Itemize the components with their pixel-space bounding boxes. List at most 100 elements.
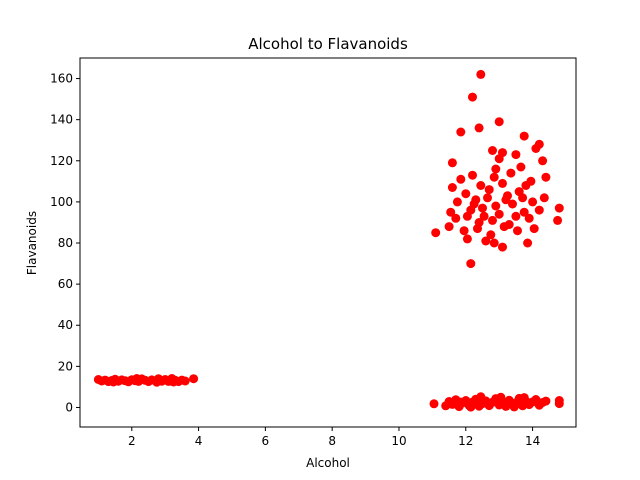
x-tick-label: 14 [525, 434, 540, 448]
data-point [494, 117, 504, 127]
data-point [476, 69, 486, 79]
data-point [494, 154, 504, 164]
data-point [466, 402, 476, 412]
data-point [529, 224, 539, 234]
data-points [93, 69, 564, 412]
data-point [452, 197, 462, 207]
data-point [473, 224, 482, 234]
data-point [513, 226, 522, 236]
data-point [488, 146, 497, 155]
y-tick-label: 20 [58, 359, 73, 373]
data-point [468, 170, 477, 180]
data-point [521, 181, 531, 190]
y-tick-label: 120 [50, 154, 73, 168]
data-point [489, 172, 499, 182]
data-point [506, 168, 516, 178]
data-point [518, 193, 528, 203]
data-point [524, 213, 534, 223]
data-point [169, 377, 178, 387]
data-point [523, 238, 533, 248]
y-tick-label: 0 [65, 400, 73, 414]
x-tick-label: 10 [391, 434, 406, 448]
data-point [489, 238, 499, 248]
x-tick-label: 2 [128, 434, 136, 448]
data-point [483, 193, 492, 203]
y-axis-ticks: 0 20 40 60 80 100 120 140 160 [50, 72, 80, 414]
x-tick-label: 6 [262, 434, 270, 448]
data-point [479, 211, 489, 221]
data-point [456, 174, 466, 184]
data-point [486, 230, 496, 240]
data-point [429, 399, 439, 409]
data-point [519, 393, 529, 403]
data-point [531, 144, 541, 153]
data-point [469, 199, 479, 209]
data-point [468, 92, 477, 102]
data-point [553, 215, 563, 225]
data-point [462, 211, 472, 221]
x-tick-label: 4 [195, 434, 203, 448]
data-point [488, 215, 497, 225]
data-point [509, 402, 519, 412]
data-point [476, 181, 486, 190]
data-point [180, 376, 190, 386]
y-tick-label: 80 [58, 236, 73, 250]
data-point [519, 131, 529, 141]
plot-frame [79, 57, 577, 428]
chart-title: Alcohol to Flavanoids [248, 35, 408, 53]
data-point [456, 127, 466, 137]
data-point [476, 392, 486, 402]
y-tick-label: 160 [50, 72, 73, 86]
data-point [446, 207, 456, 217]
data-point [508, 199, 517, 209]
data-point [461, 189, 471, 199]
data-point [541, 172, 551, 182]
data-point [459, 226, 469, 236]
data-point [511, 150, 521, 160]
y-tick-label: 140 [50, 113, 73, 127]
data-point [538, 156, 548, 166]
data-point [189, 374, 199, 384]
data-point [466, 259, 476, 269]
data-point [456, 397, 466, 407]
x-axis-label: Alcohol [306, 456, 350, 470]
y-tick-label: 40 [58, 318, 73, 332]
data-point [447, 183, 457, 192]
data-point [541, 396, 551, 406]
y-tick-label: 60 [58, 277, 73, 291]
y-axis-label: Flavanoids [25, 211, 39, 275]
data-point [499, 222, 509, 232]
data-point [431, 228, 441, 238]
data-point [516, 162, 526, 172]
data-point [478, 203, 487, 213]
data-point [519, 207, 529, 217]
data-point [474, 123, 484, 133]
data-point [451, 213, 461, 223]
data-point [491, 201, 501, 211]
data-point [132, 374, 142, 383]
data-point [481, 236, 491, 246]
data-point [491, 164, 501, 174]
data-point [494, 209, 504, 219]
x-tick-label: 8 [328, 434, 336, 448]
data-point [484, 185, 494, 195]
data-point [496, 392, 506, 402]
data-point [554, 203, 564, 213]
data-point [152, 377, 162, 387]
data-point [462, 234, 472, 244]
data-point [501, 195, 511, 205]
data-point [528, 197, 538, 207]
data-point [108, 377, 118, 387]
x-axis-ticks: 2 4 6 8 10 12 14 [128, 427, 540, 448]
data-point [511, 211, 521, 221]
data-point [498, 242, 507, 252]
data-point [539, 193, 549, 203]
data-point [534, 205, 544, 215]
data-point [447, 158, 457, 168]
x-tick-label: 12 [458, 434, 473, 448]
data-point [498, 178, 507, 188]
data-point [554, 396, 564, 405]
y-tick-label: 100 [50, 195, 73, 209]
data-point [444, 222, 454, 232]
